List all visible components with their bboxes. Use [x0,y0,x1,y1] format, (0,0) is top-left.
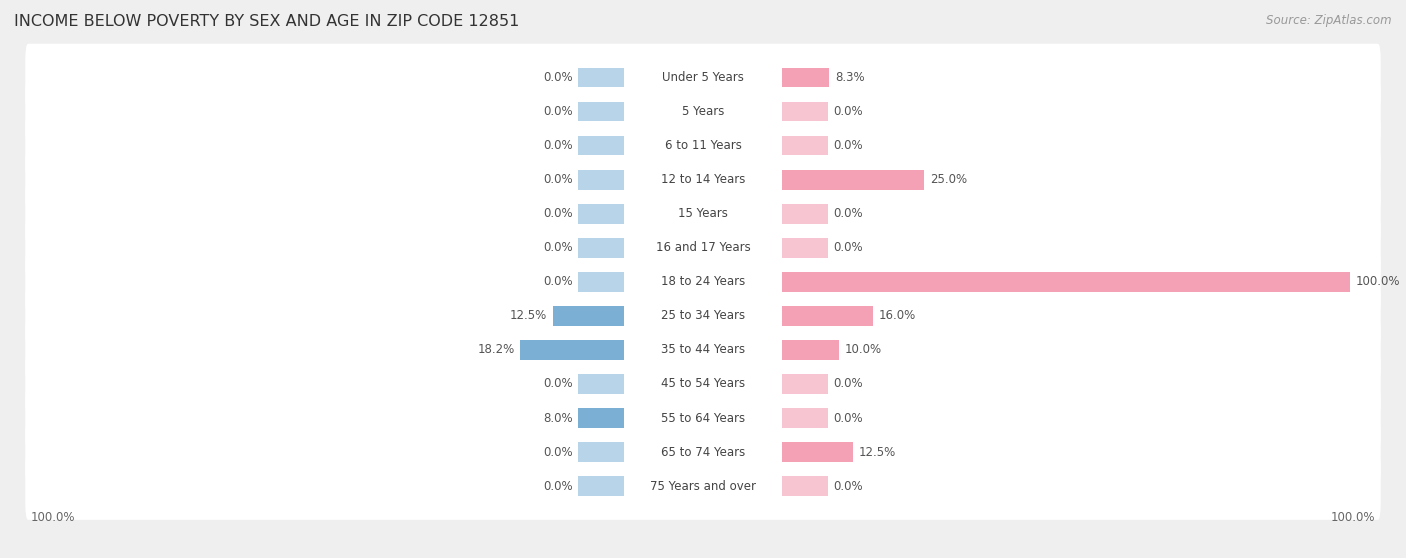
Text: 0.0%: 0.0% [543,173,572,186]
Text: 0.0%: 0.0% [834,207,863,220]
Bar [520,340,624,360]
FancyBboxPatch shape [624,199,782,228]
Text: 16 and 17 Years: 16 and 17 Years [655,241,751,254]
Text: 0.0%: 0.0% [543,139,572,152]
Text: 0.0%: 0.0% [543,241,572,254]
Text: 12.5%: 12.5% [510,309,547,323]
Bar [782,408,828,428]
FancyBboxPatch shape [624,335,782,364]
Text: 100.0%: 100.0% [1355,275,1400,288]
Bar [578,238,624,258]
Bar [782,102,828,122]
Text: 0.0%: 0.0% [543,480,572,493]
Bar [553,306,624,326]
Text: 0.0%: 0.0% [543,275,572,288]
FancyBboxPatch shape [25,384,1381,452]
Text: Under 5 Years: Under 5 Years [662,71,744,84]
FancyBboxPatch shape [624,369,782,398]
Bar [578,68,624,88]
FancyBboxPatch shape [25,453,1381,520]
Text: 8.3%: 8.3% [835,71,865,84]
Bar [782,238,828,258]
Bar [578,136,624,156]
FancyBboxPatch shape [624,267,782,296]
Text: 18 to 24 Years: 18 to 24 Years [661,275,745,288]
FancyBboxPatch shape [624,472,782,501]
FancyBboxPatch shape [25,78,1381,145]
Text: 0.0%: 0.0% [834,139,863,152]
Bar [578,442,624,462]
Bar [578,476,624,496]
Text: 5 Years: 5 Years [682,105,724,118]
Text: 100.0%: 100.0% [31,511,76,523]
FancyBboxPatch shape [25,316,1381,383]
Text: 25.0%: 25.0% [929,173,967,186]
Text: 12.5%: 12.5% [859,445,896,459]
FancyBboxPatch shape [624,165,782,194]
Bar [578,408,624,428]
Text: 75 Years and over: 75 Years and over [650,480,756,493]
Text: 45 to 54 Years: 45 to 54 Years [661,377,745,391]
FancyBboxPatch shape [25,350,1381,418]
Bar [578,374,624,394]
Bar [578,170,624,190]
Bar [578,102,624,122]
Text: 10.0%: 10.0% [845,343,882,357]
FancyBboxPatch shape [25,248,1381,315]
Text: 100.0%: 100.0% [1330,511,1375,523]
FancyBboxPatch shape [25,214,1381,281]
Bar [578,272,624,292]
Text: INCOME BELOW POVERTY BY SEX AND AGE IN ZIP CODE 12851: INCOME BELOW POVERTY BY SEX AND AGE IN Z… [14,14,519,29]
Bar [782,204,828,224]
Text: 0.0%: 0.0% [834,411,863,425]
Bar [782,68,830,88]
FancyBboxPatch shape [25,180,1381,247]
FancyBboxPatch shape [25,44,1381,111]
Text: 0.0%: 0.0% [834,480,863,493]
Text: 12 to 14 Years: 12 to 14 Years [661,173,745,186]
FancyBboxPatch shape [25,418,1381,486]
FancyBboxPatch shape [624,97,782,126]
Text: 0.0%: 0.0% [834,105,863,118]
Text: 35 to 44 Years: 35 to 44 Years [661,343,745,357]
Bar [782,170,924,190]
FancyBboxPatch shape [25,112,1381,179]
Text: 0.0%: 0.0% [543,207,572,220]
Bar [578,204,624,224]
Bar [782,136,828,156]
Text: 65 to 74 Years: 65 to 74 Years [661,445,745,459]
Bar [782,374,828,394]
FancyBboxPatch shape [624,437,782,466]
Text: 25 to 34 Years: 25 to 34 Years [661,309,745,323]
FancyBboxPatch shape [25,282,1381,349]
Text: Source: ZipAtlas.com: Source: ZipAtlas.com [1267,14,1392,27]
Text: 18.2%: 18.2% [478,343,515,357]
Text: 0.0%: 0.0% [543,445,572,459]
Text: 15 Years: 15 Years [678,207,728,220]
Bar [782,272,1350,292]
Text: 8.0%: 8.0% [543,411,572,425]
FancyBboxPatch shape [624,301,782,330]
Text: 0.0%: 0.0% [543,105,572,118]
Text: 0.0%: 0.0% [543,377,572,391]
FancyBboxPatch shape [624,233,782,262]
Text: 55 to 64 Years: 55 to 64 Years [661,411,745,425]
FancyBboxPatch shape [624,131,782,160]
Text: 6 to 11 Years: 6 to 11 Years [665,139,741,152]
Bar [782,340,839,360]
Text: 0.0%: 0.0% [834,241,863,254]
Text: 0.0%: 0.0% [543,71,572,84]
Text: 0.0%: 0.0% [834,377,863,391]
FancyBboxPatch shape [624,403,782,432]
Bar [782,442,853,462]
Bar [782,476,828,496]
FancyBboxPatch shape [25,146,1381,213]
FancyBboxPatch shape [624,63,782,92]
Bar [782,306,873,326]
Text: 16.0%: 16.0% [879,309,917,323]
